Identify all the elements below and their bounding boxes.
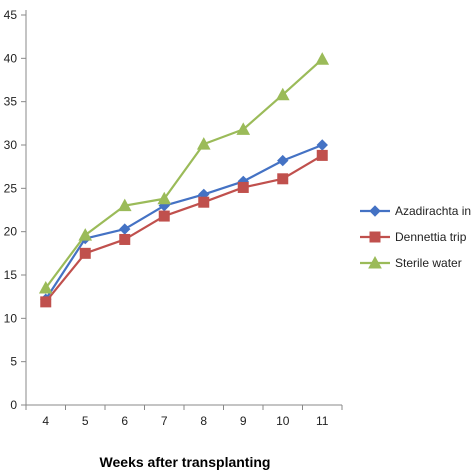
data-point: [236, 122, 251, 135]
y-tick-label: 5: [10, 355, 17, 369]
data-point: [158, 210, 170, 222]
data-point: [275, 87, 290, 101]
legend: Azadirachta in Dennettia trip Sterile wate…: [360, 204, 471, 270]
data-point: [157, 191, 172, 205]
y-tick-label: 0: [10, 398, 17, 412]
series-1: [40, 139, 328, 305]
data-point: [198, 196, 210, 208]
legend-item-1: Azadirachta in: [360, 204, 471, 218]
data-point: [38, 280, 53, 294]
legend-label: Dennettia trip: [395, 230, 467, 244]
x-tick-label: 5: [82, 414, 89, 428]
legend-item-3: Sterile water: [360, 255, 462, 270]
data-point: [40, 296, 52, 308]
data-point: [78, 228, 93, 241]
data-point: [316, 139, 328, 151]
data-point: [79, 247, 91, 259]
y-tick-label: 35: [4, 95, 18, 109]
legend-marker: [369, 205, 381, 217]
legend-marker: [368, 255, 382, 269]
x-tick-label: 6: [121, 414, 128, 428]
series-line: [44, 58, 323, 289]
y-tick-label: 40: [4, 51, 18, 65]
y-tick-label: 10: [4, 311, 18, 325]
y-tick-label: 45: [4, 8, 18, 22]
data-point: [277, 173, 289, 185]
data-point: [315, 52, 330, 65]
data-point: [119, 233, 131, 245]
x-tick-label: 7: [161, 414, 168, 428]
series-3: [38, 52, 330, 294]
legend-marker: [369, 231, 381, 243]
data-point: [117, 198, 132, 212]
series-2: [40, 149, 328, 308]
data-point: [119, 223, 131, 235]
y-tick-label: 25: [4, 181, 18, 195]
x-tick-label: 10: [276, 414, 290, 428]
x-axis-label: Weeks after transplanting: [100, 454, 271, 470]
legend-label: Azadirachta in: [395, 204, 471, 218]
y-tick-label: 30: [4, 138, 18, 152]
series-layer: [38, 52, 330, 308]
series-line: [44, 154, 323, 303]
y-tick-label: 15: [4, 268, 18, 282]
data-point: [196, 137, 211, 150]
legend-item-2: Dennettia trip: [360, 230, 467, 244]
x-tick-label: 4: [42, 414, 49, 428]
legend-label: Sterile water: [395, 256, 462, 270]
series-line: [44, 143, 323, 300]
data-point: [316, 149, 328, 161]
x-tick-label: 8: [200, 414, 207, 428]
data-point: [237, 181, 249, 193]
y-tick-label: 20: [4, 225, 18, 239]
x-tick-label: 11: [316, 414, 329, 428]
data-point: [277, 154, 289, 167]
x-tick-label: 9: [240, 414, 247, 428]
